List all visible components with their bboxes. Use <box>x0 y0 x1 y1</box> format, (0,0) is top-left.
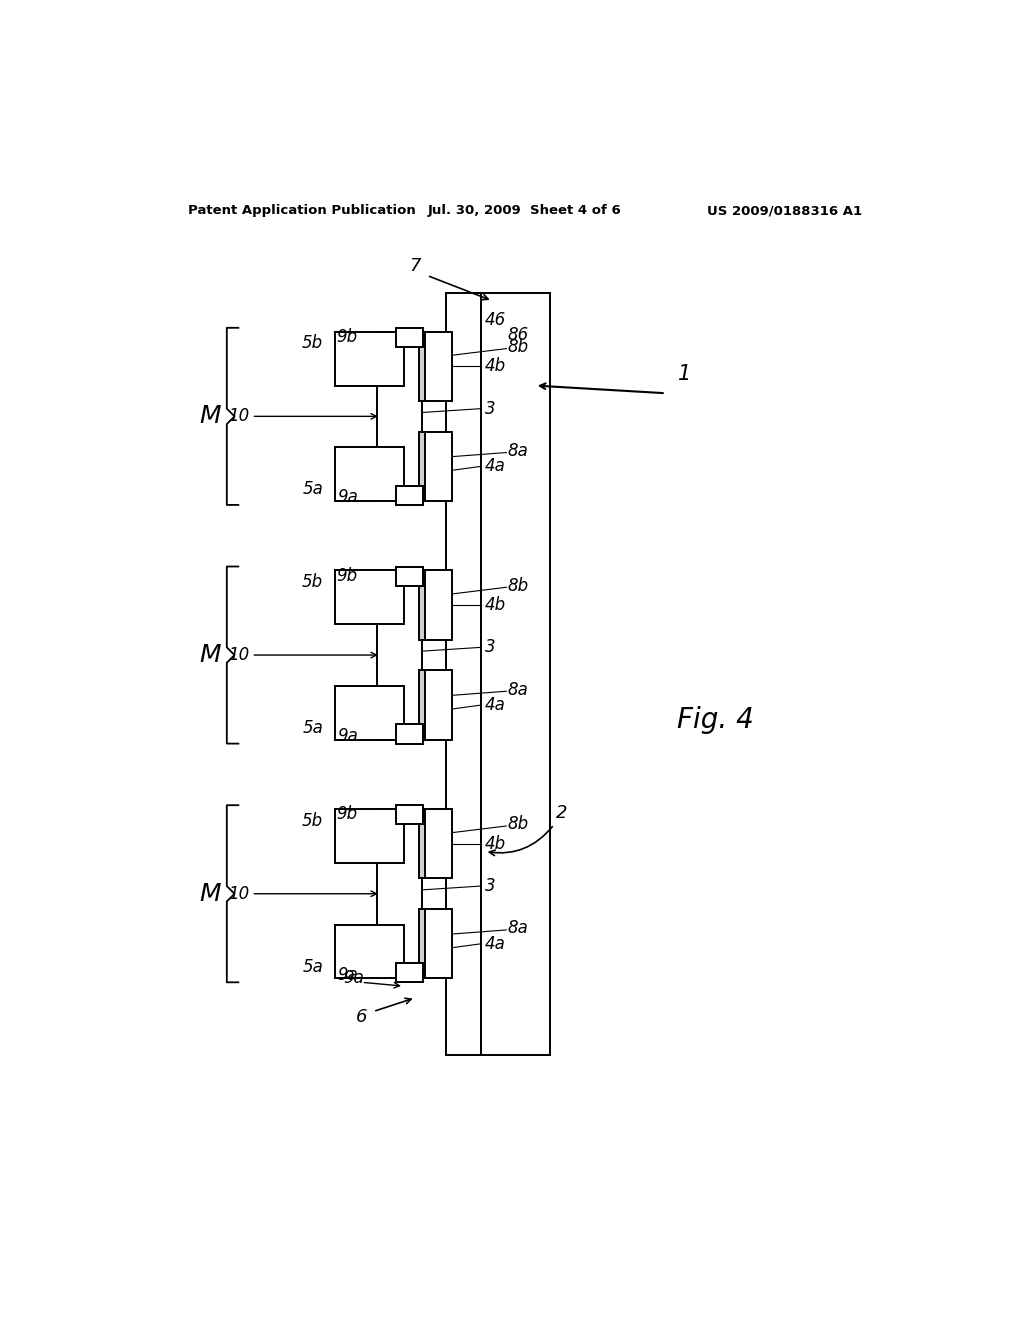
Bar <box>419 909 425 978</box>
Text: 3: 3 <box>484 876 496 895</box>
Text: US 2009/0188316 A1: US 2009/0188316 A1 <box>707 205 862 218</box>
Bar <box>396 725 423 743</box>
Text: 3: 3 <box>484 639 496 656</box>
Bar <box>377 331 422 502</box>
Text: 5b: 5b <box>302 334 323 352</box>
Bar <box>422 809 453 878</box>
Text: 9b: 9b <box>337 805 357 824</box>
Bar <box>422 331 453 401</box>
Bar <box>419 809 425 878</box>
Bar <box>396 805 423 825</box>
Text: 7: 7 <box>410 257 421 275</box>
Bar <box>396 566 423 586</box>
Text: 9a: 9a <box>337 727 357 744</box>
Bar <box>419 570 425 640</box>
Text: 9b: 9b <box>337 329 357 346</box>
Bar <box>335 331 403 385</box>
Text: 4a: 4a <box>484 696 506 714</box>
Text: 46: 46 <box>484 312 506 329</box>
Text: 5b: 5b <box>302 812 323 829</box>
Text: 8a: 8a <box>508 920 528 937</box>
Text: 2: 2 <box>556 804 567 822</box>
Text: 1: 1 <box>678 364 691 384</box>
Text: M: M <box>199 404 221 429</box>
Bar <box>396 964 423 982</box>
Text: 5a: 5a <box>302 958 323 975</box>
Text: M: M <box>199 643 221 667</box>
Bar <box>335 809 403 863</box>
Bar <box>335 686 403 739</box>
Text: 10: 10 <box>228 408 250 425</box>
Text: 4a: 4a <box>484 935 506 953</box>
Text: 8a: 8a <box>508 681 528 698</box>
Text: 4b: 4b <box>484 834 506 853</box>
Bar <box>422 432 453 502</box>
Text: 8b: 8b <box>508 816 529 833</box>
Bar <box>446 293 481 1056</box>
Bar <box>419 671 425 739</box>
Text: Fig. 4: Fig. 4 <box>678 706 754 734</box>
Bar <box>422 570 453 640</box>
Bar <box>335 924 403 978</box>
Text: 5a: 5a <box>302 719 323 737</box>
Bar <box>377 570 422 739</box>
Text: Patent Application Publication: Patent Application Publication <box>188 205 416 218</box>
Text: 10: 10 <box>228 645 250 664</box>
Text: 4b: 4b <box>484 358 506 375</box>
Text: 9a: 9a <box>337 966 357 983</box>
Bar <box>419 331 425 401</box>
Text: 9a: 9a <box>343 969 365 987</box>
Text: 10: 10 <box>228 884 250 903</box>
Bar <box>396 327 423 347</box>
Text: 5a: 5a <box>302 480 323 499</box>
Text: 8b: 8b <box>508 338 529 356</box>
Text: 4a: 4a <box>484 458 506 475</box>
Text: Jul. 30, 2009  Sheet 4 of 6: Jul. 30, 2009 Sheet 4 of 6 <box>428 205 622 218</box>
Bar <box>377 809 422 978</box>
Bar <box>422 671 453 739</box>
Text: 9b: 9b <box>337 566 357 585</box>
Text: 6: 6 <box>355 1008 368 1026</box>
Text: 5b: 5b <box>302 573 323 591</box>
Bar <box>335 570 403 624</box>
Text: 3: 3 <box>484 400 496 417</box>
Text: M: M <box>199 882 221 906</box>
Text: 86: 86 <box>508 326 529 345</box>
Text: 8a: 8a <box>508 442 528 459</box>
Text: 4b: 4b <box>484 597 506 614</box>
Bar <box>481 293 550 1056</box>
Text: 9a: 9a <box>337 488 357 506</box>
Bar <box>335 447 403 502</box>
Bar <box>419 432 425 502</box>
Bar <box>422 909 453 978</box>
Bar <box>396 486 423 506</box>
Text: 8b: 8b <box>508 577 529 595</box>
